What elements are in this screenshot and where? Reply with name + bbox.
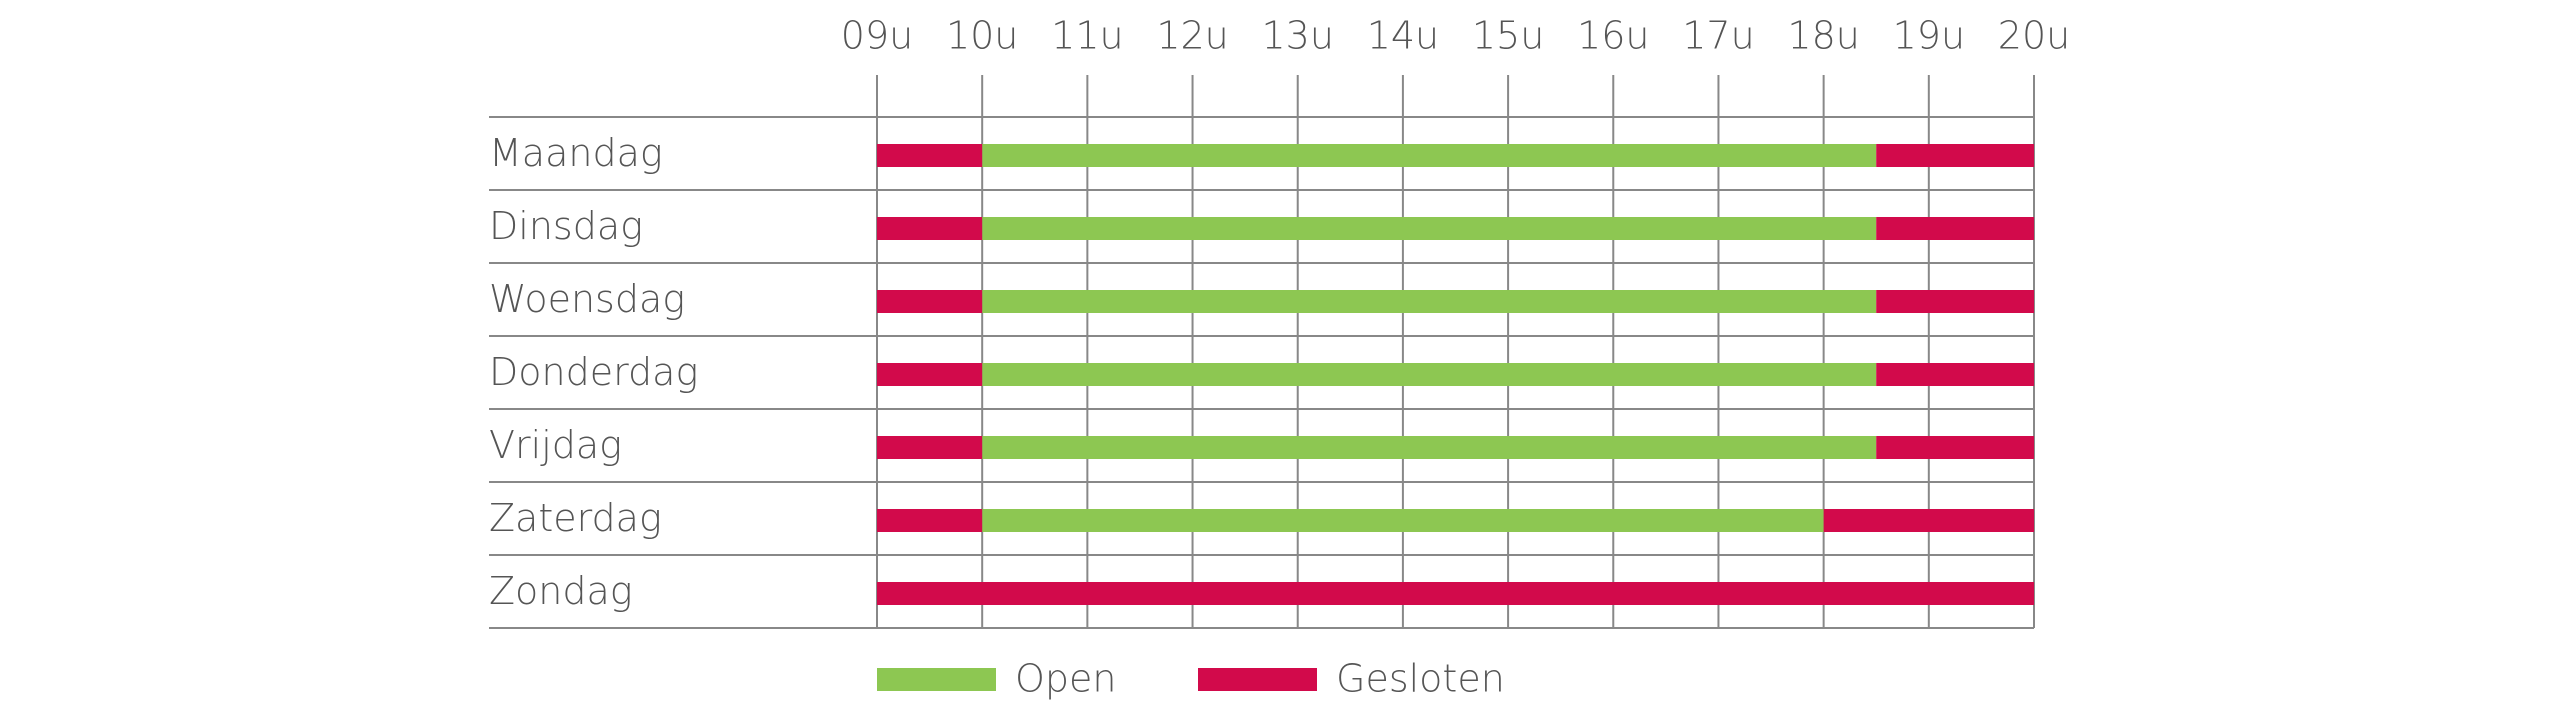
bar-segment bbox=[982, 363, 1877, 386]
day-label: Vrijdag bbox=[489, 423, 622, 467]
bar-segment bbox=[1876, 290, 2034, 313]
x-tick-label: 13u bbox=[1262, 14, 1334, 58]
bar-segment bbox=[1876, 436, 2034, 459]
bar-segment bbox=[877, 144, 983, 167]
bar-segment bbox=[982, 217, 1877, 240]
legend-swatch bbox=[877, 668, 996, 691]
bar-segment bbox=[1876, 144, 2034, 167]
x-tick-label: 11u bbox=[1051, 14, 1123, 58]
bar-segment bbox=[877, 217, 983, 240]
x-tick-label: 15u bbox=[1472, 14, 1544, 58]
bar-segment bbox=[982, 509, 1824, 532]
day-label: Zondag bbox=[489, 569, 633, 613]
x-tick-label: 09u bbox=[841, 14, 913, 58]
bar-segment bbox=[877, 436, 983, 459]
x-tick-label: 18u bbox=[1787, 14, 1859, 58]
bar-segment bbox=[877, 363, 983, 386]
x-tick-label: 20u bbox=[1998, 14, 2070, 58]
bar-segment bbox=[982, 436, 1877, 459]
bar-segment bbox=[982, 290, 1877, 313]
bar-segment bbox=[877, 509, 983, 532]
x-tick-label: 12u bbox=[1156, 14, 1228, 58]
legend-swatch bbox=[1198, 668, 1317, 691]
x-tick-label: 17u bbox=[1682, 14, 1754, 58]
x-tick-label: 14u bbox=[1367, 14, 1439, 58]
legend-label: Gesloten bbox=[1336, 657, 1505, 701]
bar-segment bbox=[982, 144, 1877, 167]
bar-segment bbox=[877, 582, 2034, 605]
x-tick-label: 10u bbox=[946, 14, 1018, 58]
day-label: Maandag bbox=[489, 131, 663, 175]
day-label: Woensdag bbox=[489, 277, 685, 321]
bar-segment bbox=[1876, 363, 2034, 386]
bar-segment bbox=[877, 290, 983, 313]
x-tick-label: 16u bbox=[1577, 14, 1649, 58]
day-label: Zaterdag bbox=[489, 496, 662, 540]
bar-segment bbox=[1823, 509, 2034, 532]
day-label: Dinsdag bbox=[489, 204, 643, 248]
legend-label: Open bbox=[1015, 657, 1117, 701]
day-label: Donderdag bbox=[489, 350, 698, 394]
bar-segment bbox=[1876, 217, 2034, 240]
x-tick-label: 19u bbox=[1893, 14, 1965, 58]
